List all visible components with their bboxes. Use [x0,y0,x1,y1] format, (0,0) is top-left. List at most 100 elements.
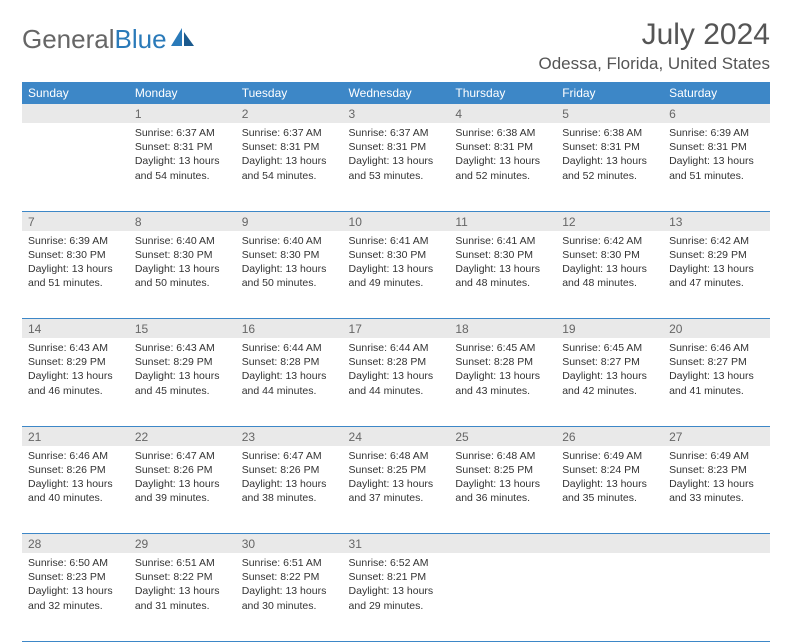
daylight-line: Daylight: 13 hours and 45 minutes. [135,369,230,397]
weekday-header: Thursday [449,82,556,104]
day-cell-body: Sunrise: 6:39 AMSunset: 8:31 PMDaylight:… [663,123,770,187]
day-cell-body: Sunrise: 6:40 AMSunset: 8:30 PMDaylight:… [129,231,236,295]
sunset-line: Sunset: 8:31 PM [135,140,230,154]
day-cell [22,123,129,211]
daylight-line: Daylight: 13 hours and 30 minutes. [242,584,337,612]
sunset-line: Sunset: 8:31 PM [562,140,657,154]
daylight-line: Daylight: 13 hours and 42 minutes. [562,369,657,397]
day-cell-body: Sunrise: 6:39 AMSunset: 8:30 PMDaylight:… [22,231,129,295]
day-number-cell: 20 [663,319,770,339]
day-number-cell: 18 [449,319,556,339]
day-content-row: Sunrise: 6:50 AMSunset: 8:23 PMDaylight:… [22,553,770,641]
sunrise-line: Sunrise: 6:38 AM [455,126,550,140]
sunrise-line: Sunrise: 6:40 AM [242,234,337,248]
weekday-header: Sunday [22,82,129,104]
day-cell-body: Sunrise: 6:44 AMSunset: 8:28 PMDaylight:… [343,338,450,402]
day-cell-body: Sunrise: 6:46 AMSunset: 8:27 PMDaylight:… [663,338,770,402]
sunset-line: Sunset: 8:31 PM [349,140,444,154]
sunset-line: Sunset: 8:29 PM [135,355,230,369]
day-cell-body: Sunrise: 6:43 AMSunset: 8:29 PMDaylight:… [22,338,129,402]
day-number-cell: 22 [129,426,236,446]
day-number-cell [449,534,556,554]
daylight-line: Daylight: 13 hours and 33 minutes. [669,477,764,505]
daylight-line: Daylight: 13 hours and 46 minutes. [28,369,123,397]
brand-part1: General [22,24,115,55]
day-number-row: 21222324252627 [22,426,770,446]
sunset-line: Sunset: 8:28 PM [455,355,550,369]
day-number-cell [22,104,129,123]
calendar-body: 123456Sunrise: 6:37 AMSunset: 8:31 PMDay… [22,104,770,641]
day-number-cell: 13 [663,211,770,231]
daylight-line: Daylight: 13 hours and 52 minutes. [562,154,657,182]
day-cell: Sunrise: 6:38 AMSunset: 8:31 PMDaylight:… [556,123,663,211]
day-number-cell: 24 [343,426,450,446]
day-number-cell: 12 [556,211,663,231]
sunrise-line: Sunrise: 6:42 AM [562,234,657,248]
sail-icon [170,24,196,55]
day-cell: Sunrise: 6:46 AMSunset: 8:27 PMDaylight:… [663,338,770,426]
weekday-header: Wednesday [343,82,450,104]
sunset-line: Sunset: 8:22 PM [135,570,230,584]
sunset-line: Sunset: 8:30 PM [242,248,337,262]
sunrise-line: Sunrise: 6:37 AM [242,126,337,140]
day-cell-body: Sunrise: 6:51 AMSunset: 8:22 PMDaylight:… [236,553,343,617]
daylight-line: Daylight: 13 hours and 52 minutes. [455,154,550,182]
day-cell-body: Sunrise: 6:37 AMSunset: 8:31 PMDaylight:… [343,123,450,187]
sunrise-line: Sunrise: 6:41 AM [349,234,444,248]
day-number-row: 28293031 [22,534,770,554]
sunrise-line: Sunrise: 6:48 AM [455,449,550,463]
day-content-row: Sunrise: 6:43 AMSunset: 8:29 PMDaylight:… [22,338,770,426]
day-cell-body: Sunrise: 6:45 AMSunset: 8:27 PMDaylight:… [556,338,663,402]
day-cell-body: Sunrise: 6:50 AMSunset: 8:23 PMDaylight:… [22,553,129,617]
daylight-line: Daylight: 13 hours and 43 minutes. [455,369,550,397]
day-cell: Sunrise: 6:50 AMSunset: 8:23 PMDaylight:… [22,553,129,641]
day-cell: Sunrise: 6:41 AMSunset: 8:30 PMDaylight:… [343,231,450,319]
day-number-cell: 5 [556,104,663,123]
daylight-line: Daylight: 13 hours and 31 minutes. [135,584,230,612]
day-number-cell: 17 [343,319,450,339]
day-number-cell: 21 [22,426,129,446]
day-number-row: 78910111213 [22,211,770,231]
sunrise-line: Sunrise: 6:43 AM [135,341,230,355]
day-cell: Sunrise: 6:45 AMSunset: 8:27 PMDaylight:… [556,338,663,426]
day-cell-body: Sunrise: 6:51 AMSunset: 8:22 PMDaylight:… [129,553,236,617]
day-cell-body: Sunrise: 6:41 AMSunset: 8:30 PMDaylight:… [343,231,450,295]
daylight-line: Daylight: 13 hours and 51 minutes. [669,154,764,182]
day-cell: Sunrise: 6:46 AMSunset: 8:26 PMDaylight:… [22,446,129,534]
sunrise-line: Sunrise: 6:49 AM [669,449,764,463]
day-number-cell: 15 [129,319,236,339]
day-cell-body: Sunrise: 6:37 AMSunset: 8:31 PMDaylight:… [129,123,236,187]
daylight-line: Daylight: 13 hours and 36 minutes. [455,477,550,505]
day-cell-body: Sunrise: 6:38 AMSunset: 8:31 PMDaylight:… [556,123,663,187]
day-cell-body: Sunrise: 6:47 AMSunset: 8:26 PMDaylight:… [129,446,236,510]
sunset-line: Sunset: 8:26 PM [28,463,123,477]
header: GeneralBlue July 2024 Odessa, Florida, U… [22,18,770,74]
day-number-cell: 3 [343,104,450,123]
sunrise-line: Sunrise: 6:45 AM [562,341,657,355]
daylight-line: Daylight: 13 hours and 48 minutes. [455,262,550,290]
sunset-line: Sunset: 8:23 PM [28,570,123,584]
day-content-row: Sunrise: 6:46 AMSunset: 8:26 PMDaylight:… [22,446,770,534]
sunset-line: Sunset: 8:31 PM [455,140,550,154]
sunset-line: Sunset: 8:29 PM [28,355,123,369]
daylight-line: Daylight: 13 hours and 50 minutes. [135,262,230,290]
sunrise-line: Sunrise: 6:37 AM [135,126,230,140]
sunrise-line: Sunrise: 6:45 AM [455,341,550,355]
sunrise-line: Sunrise: 6:51 AM [135,556,230,570]
sunrise-line: Sunrise: 6:43 AM [28,341,123,355]
sunset-line: Sunset: 8:30 PM [135,248,230,262]
day-cell-body: Sunrise: 6:37 AMSunset: 8:31 PMDaylight:… [236,123,343,187]
sunrise-line: Sunrise: 6:44 AM [349,341,444,355]
day-cell: Sunrise: 6:44 AMSunset: 8:28 PMDaylight:… [236,338,343,426]
day-number-cell: 16 [236,319,343,339]
sunset-line: Sunset: 8:23 PM [669,463,764,477]
brand-logo: GeneralBlue [22,18,196,55]
day-cell-body: Sunrise: 6:41 AMSunset: 8:30 PMDaylight:… [449,231,556,295]
sunrise-line: Sunrise: 6:37 AM [349,126,444,140]
sunset-line: Sunset: 8:28 PM [349,355,444,369]
day-cell: Sunrise: 6:51 AMSunset: 8:22 PMDaylight:… [129,553,236,641]
sunrise-line: Sunrise: 6:40 AM [135,234,230,248]
day-content-row: Sunrise: 6:37 AMSunset: 8:31 PMDaylight:… [22,123,770,211]
daylight-line: Daylight: 13 hours and 41 minutes. [669,369,764,397]
daylight-line: Daylight: 13 hours and 44 minutes. [242,369,337,397]
